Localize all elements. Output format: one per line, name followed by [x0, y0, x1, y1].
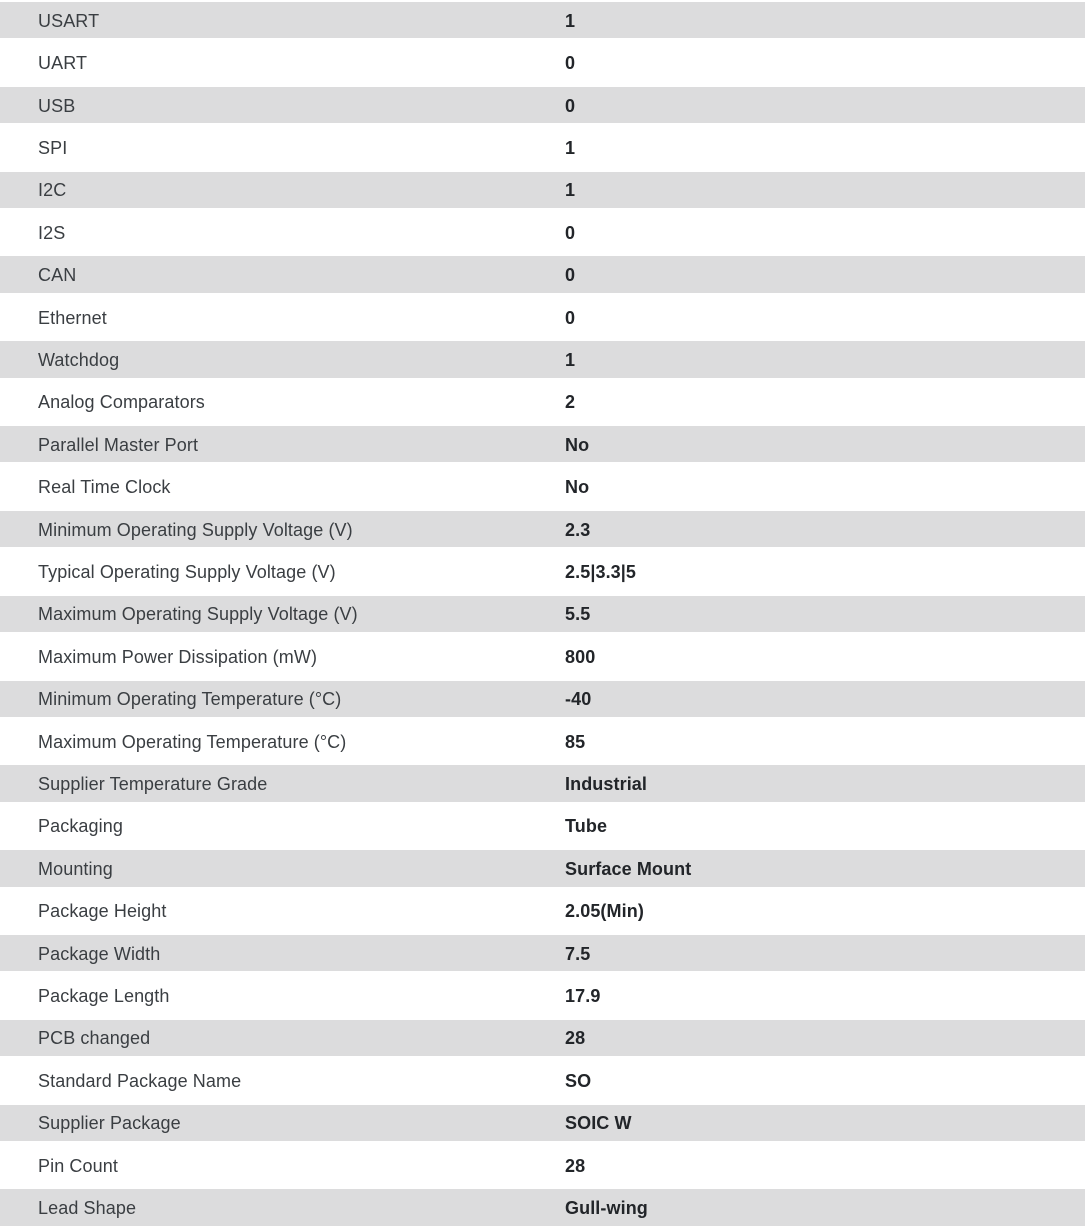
spec-attribute-label: Supplier Temperature Grade [38, 774, 268, 795]
spec-table-row: I2C 1 [0, 169, 1085, 213]
spec-attribute-value: SOIC W [565, 1113, 632, 1134]
spec-table-row: Parallel Master Port No [0, 424, 1085, 467]
spec-table-row: Minimum Operating Supply Voltage (V) 2.3 [0, 508, 1085, 552]
spec-attribute-label: Maximum Power Dissipation (mW) [38, 646, 318, 667]
spec-attribute-label: Minimum Operating Supply Voltage (V) [38, 519, 353, 540]
spec-table-row: Maximum Operating Supply Voltage (V) 5.5 [0, 593, 1085, 637]
spec-attribute-label: Watchdog [38, 349, 120, 370]
spec-attribute-label: Packaging [38, 816, 123, 837]
spec-attribute-value: 5.5 [565, 604, 591, 625]
spec-table-row: Pin Count 28 [0, 1144, 1085, 1188]
spec-table-row: USART 1 [0, 0, 1085, 43]
spec-attribute-label: Maximum Operating Supply Voltage (V) [38, 604, 358, 625]
spec-attribute-value: 2.3 [565, 519, 591, 540]
spec-attribute-value: 0 [565, 95, 576, 116]
spec-attribute-value: Tube [565, 816, 608, 837]
spec-attribute-value: 85 [565, 731, 586, 752]
spec-attribute-label: I2C [38, 180, 67, 201]
spec-attribute-value: 1 [565, 137, 576, 158]
spec-attribute-value: -40 [565, 689, 592, 710]
spec-attribute-label: Pin Count [38, 1155, 118, 1176]
spec-attribute-label: Typical Operating Supply Voltage (V) [38, 561, 336, 582]
spec-table-row: Maximum Operating Temperature (°C) 85 [0, 720, 1085, 764]
spec-attribute-label: Standard Package Name [38, 1070, 242, 1091]
spec-attribute-value: 0 [565, 222, 576, 243]
spec-attribute-value: 800 [565, 646, 596, 667]
spec-attribute-label: Package Height [38, 901, 167, 922]
spec-attribute-label: Lead Shape [38, 1198, 137, 1219]
spec-attribute-value: 28 [565, 1028, 586, 1049]
spec-table-row: Package Length 17.9 [0, 975, 1085, 1018]
spec-attribute-label: UART [38, 53, 88, 74]
spec-table-row: Minimum Operating Temperature (°C) -40 [0, 678, 1085, 721]
spec-table-row: Ethernet 0 [0, 296, 1085, 340]
spec-attribute-label: CAN [38, 265, 77, 286]
spec-attribute-value: 17.9 [565, 986, 601, 1007]
spec-attribute-label: PCB changed [38, 1028, 151, 1049]
spec-attribute-value: No [565, 434, 590, 455]
spec-attribute-label: Package Length [38, 986, 170, 1007]
spec-table-row: I2S 0 [0, 212, 1085, 255]
spec-table-row: SPI 1 [0, 127, 1085, 170]
spec-attribute-label: Maximum Operating Temperature (°C) [38, 731, 347, 752]
spec-attribute-label: Minimum Operating Temperature (°C) [38, 689, 342, 710]
spec-table-row: Standard Package Name SO [0, 1060, 1085, 1103]
spec-table-row: CAN 0 [0, 254, 1085, 297]
spec-attribute-value: Industrial [565, 774, 648, 795]
spec-attribute-value: 1 [565, 349, 576, 370]
spec-attribute-label: Real Time Clock [38, 477, 171, 498]
spec-table-row: Packaging Tube [0, 805, 1085, 849]
spec-table-row: Package Width 7.5 [0, 932, 1085, 976]
spec-attribute-label: USB [38, 95, 76, 116]
spec-attribute-value: No [565, 477, 590, 498]
spec-attribute-label: Parallel Master Port [38, 434, 199, 455]
spec-attribute-value: 7.5 [565, 943, 591, 964]
spec-table-row: USB 0 [0, 84, 1085, 128]
spec-attribute-value: 0 [565, 53, 576, 74]
spec-attribute-value: Gull-wing [565, 1198, 648, 1219]
spec-table-row: Real Time Clock No [0, 466, 1085, 509]
spec-attribute-label: Package Width [38, 943, 161, 964]
spec-table-row: Mounting Surface Mount [0, 848, 1085, 891]
spec-table-row: Supplier Temperature Grade Industrial [0, 763, 1085, 806]
spec-table-row: Watchdog 1 [0, 339, 1085, 382]
spec-attribute-label: Ethernet [38, 307, 107, 328]
spec-attribute-label: Mounting [38, 858, 113, 879]
spec-attribute-value: 2.5|3.3|5 [565, 561, 637, 582]
spec-attribute-value: 2 [565, 392, 576, 413]
spec-attribute-value: 28 [565, 1155, 586, 1176]
spec-attribute-value: 2.05(Min) [565, 901, 644, 922]
spec-attribute-value: Surface Mount [565, 858, 692, 879]
spec-table-row: Typical Operating Supply Voltage (V) 2.5… [0, 551, 1085, 594]
spec-attribute-label: I2S [38, 222, 66, 243]
spec-attribute-label: SPI [38, 137, 68, 158]
spec-attribute-label: USART [38, 10, 100, 31]
spec-attribute-value: 1 [565, 10, 576, 31]
spec-table-row: Supplier Package SOIC W [0, 1102, 1085, 1145]
spec-attribute-value: SO [565, 1070, 592, 1091]
spec-table-row: Analog Comparators 2 [0, 381, 1085, 425]
spec-attribute-label: Analog Comparators [38, 392, 205, 413]
spec-table-row: PCB changed 28 [0, 1017, 1085, 1061]
spec-table-row: Maximum Power Dissipation (mW) 800 [0, 636, 1085, 679]
spec-attribute-value: 0 [565, 307, 576, 328]
spec-table-row: UART 0 [0, 42, 1085, 85]
spec-attribute-value: 1 [565, 180, 576, 201]
spec-table-row: Package Height 2.05(Min) [0, 890, 1085, 933]
spec-table-row: Lead Shape Gull-wing [0, 1187, 1085, 1230]
spec-attribute-label: Supplier Package [38, 1113, 181, 1134]
spec-attribute-value: 0 [565, 265, 576, 286]
